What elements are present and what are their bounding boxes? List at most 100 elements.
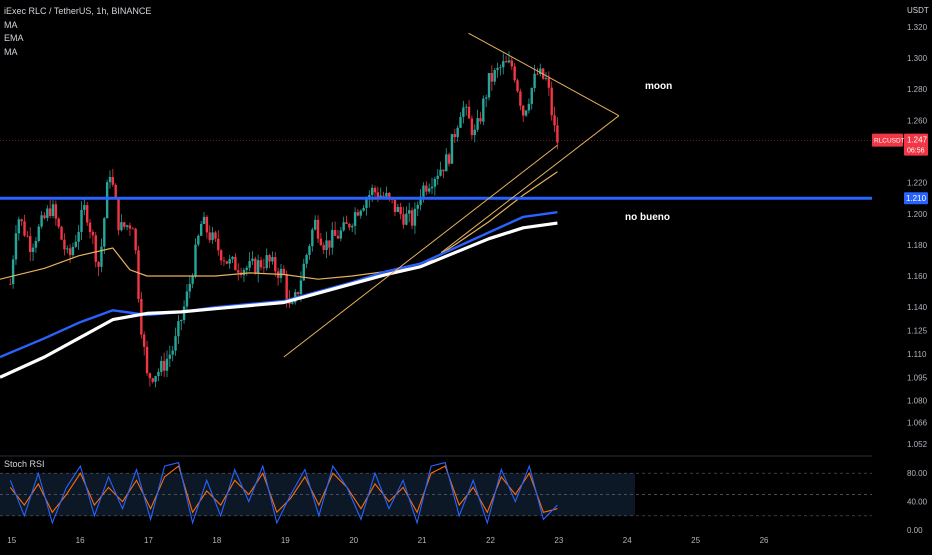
candle-body[interactable] bbox=[450, 134, 454, 164]
candle-body[interactable] bbox=[251, 258, 254, 262]
candle-body[interactable] bbox=[388, 192, 391, 198]
indicator-ma-fast[interactable]: MA bbox=[4, 19, 18, 30]
candle-body[interactable] bbox=[71, 246, 75, 256]
candle-body[interactable] bbox=[194, 244, 197, 277]
candle-body[interactable] bbox=[530, 88, 533, 104]
ma-slow-line[interactable] bbox=[0, 221, 558, 379]
candle-body[interactable] bbox=[405, 213, 408, 225]
candle-body[interactable] bbox=[502, 61, 505, 68]
candle-body[interactable] bbox=[493, 70, 496, 82]
candle-body[interactable] bbox=[237, 270, 240, 273]
candle-body[interactable] bbox=[345, 222, 348, 224]
candle-body[interactable] bbox=[479, 118, 482, 122]
candle-body[interactable] bbox=[547, 77, 551, 88]
candle-body[interactable] bbox=[496, 67, 499, 71]
indicator-ema[interactable]: EMA bbox=[4, 33, 24, 43]
candle-body[interactable] bbox=[527, 103, 531, 111]
candle-body[interactable] bbox=[331, 230, 334, 248]
trendline[interactable] bbox=[440, 115, 620, 254]
candle-body[interactable] bbox=[114, 184, 117, 199]
candle-body[interactable] bbox=[29, 235, 32, 253]
candle-body[interactable] bbox=[353, 212, 357, 226]
candle-body[interactable] bbox=[137, 250, 140, 299]
candle-body[interactable] bbox=[362, 208, 365, 211]
candle-body[interactable] bbox=[282, 268, 286, 274]
candle-body[interactable] bbox=[265, 255, 268, 269]
candle-body[interactable] bbox=[205, 216, 209, 233]
candle-body[interactable] bbox=[142, 334, 146, 347]
candle-body[interactable] bbox=[228, 259, 231, 264]
candle-body[interactable] bbox=[425, 185, 428, 192]
trendline[interactable] bbox=[468, 32, 620, 117]
candle-body[interactable] bbox=[191, 276, 194, 284]
candle-body[interactable] bbox=[120, 222, 123, 231]
candle-body[interactable] bbox=[20, 219, 23, 222]
candle-body[interactable] bbox=[11, 259, 15, 285]
candle-body[interactable] bbox=[108, 176, 112, 183]
candle-body[interactable] bbox=[157, 371, 160, 377]
candle-body[interactable] bbox=[302, 263, 305, 281]
candle-body[interactable] bbox=[465, 106, 468, 108]
candle-body[interactable] bbox=[117, 198, 120, 231]
candle-body[interactable] bbox=[197, 235, 200, 245]
ma-fast-line[interactable] bbox=[0, 171, 558, 280]
candle-body[interactable] bbox=[148, 373, 152, 379]
candle-body[interactable] bbox=[356, 212, 360, 216]
candle-body[interactable] bbox=[231, 256, 234, 260]
candle-body[interactable] bbox=[442, 169, 445, 172]
candle-body[interactable] bbox=[94, 235, 97, 262]
candle-body[interactable] bbox=[462, 107, 465, 117]
candle-body[interactable] bbox=[416, 204, 419, 209]
candle-body[interactable] bbox=[154, 376, 157, 382]
candle-body[interactable] bbox=[308, 246, 311, 255]
candle-body[interactable] bbox=[160, 360, 163, 372]
candle-body[interactable] bbox=[105, 182, 109, 219]
candle-body[interactable] bbox=[77, 232, 80, 242]
candle-body[interactable] bbox=[456, 127, 459, 138]
candle-body[interactable] bbox=[385, 192, 388, 197]
candle-body[interactable] bbox=[522, 105, 525, 116]
candle-body[interactable] bbox=[9, 283, 12, 285]
candle-body[interactable] bbox=[396, 206, 400, 212]
candle-body[interactable] bbox=[219, 250, 223, 261]
candle-body[interactable] bbox=[453, 134, 457, 138]
candle-body[interactable] bbox=[83, 204, 86, 210]
candle-body[interactable] bbox=[370, 187, 374, 196]
candle-body[interactable] bbox=[180, 319, 183, 322]
candle-body[interactable] bbox=[322, 245, 325, 251]
candle-body[interactable] bbox=[34, 240, 38, 248]
candle-body[interactable] bbox=[259, 260, 263, 268]
candle-body[interactable] bbox=[171, 350, 174, 355]
candle-body[interactable] bbox=[533, 73, 536, 89]
candle-body[interactable] bbox=[467, 106, 471, 119]
candle-body[interactable] bbox=[393, 199, 397, 212]
candle-body[interactable] bbox=[507, 60, 511, 63]
candle-body[interactable] bbox=[46, 208, 49, 219]
candle-body[interactable] bbox=[436, 175, 439, 179]
candle-body[interactable] bbox=[519, 91, 522, 106]
candle-body[interactable] bbox=[40, 215, 43, 227]
candle-body[interactable] bbox=[279, 268, 283, 278]
candle-body[interactable] bbox=[211, 232, 214, 241]
candle-body[interactable] bbox=[23, 221, 26, 236]
candle-body[interactable] bbox=[408, 210, 411, 214]
candle-body[interactable] bbox=[539, 68, 542, 75]
candle-body[interactable] bbox=[125, 225, 129, 227]
candle-body[interactable] bbox=[262, 267, 266, 269]
candle-body[interactable] bbox=[402, 214, 405, 225]
candle-body[interactable] bbox=[410, 210, 414, 226]
candle-body[interactable] bbox=[80, 209, 83, 233]
candle-body[interactable] bbox=[536, 73, 539, 75]
candle-body[interactable] bbox=[111, 176, 115, 185]
candle-body[interactable] bbox=[325, 240, 328, 251]
candle-body[interactable] bbox=[296, 292, 300, 295]
candle-body[interactable] bbox=[248, 261, 251, 268]
candle-body[interactable] bbox=[97, 261, 100, 267]
candle-body[interactable] bbox=[342, 222, 345, 231]
candle-body[interactable] bbox=[31, 247, 35, 253]
candle-body[interactable] bbox=[459, 116, 462, 128]
candle-body[interactable] bbox=[513, 66, 516, 81]
candle-body[interactable] bbox=[427, 188, 431, 192]
candle-body[interactable] bbox=[510, 60, 514, 67]
